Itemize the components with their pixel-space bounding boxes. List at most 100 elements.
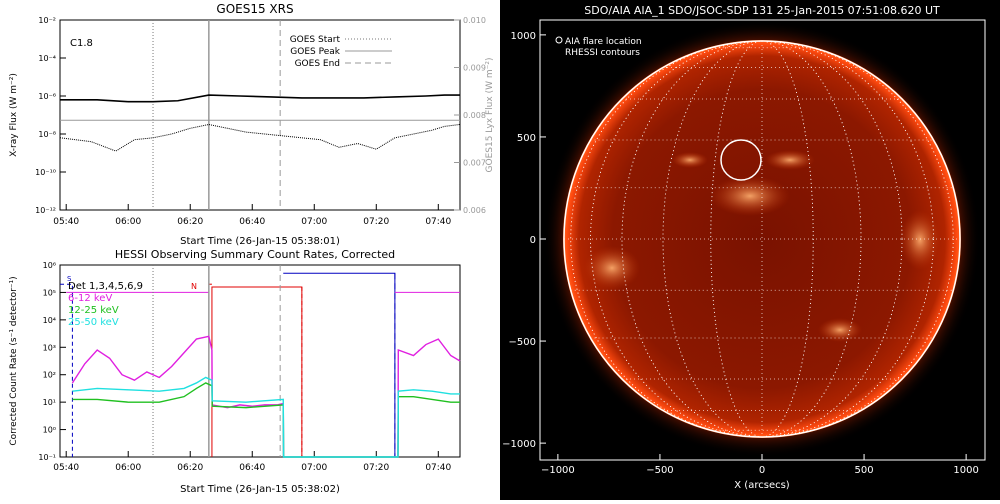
active-regions <box>584 150 940 342</box>
goes-y-tick-label: 10⁻⁴ <box>38 54 56 63</box>
goes-hessi-figure: GOES15 XRS 05:40 06:00 06:20 06:40 07:00 07:2… <box>9 2 495 495</box>
aia-title: SDO/AIA AIA_1 SDO/JSOC-SDP 131 25-Jan-20… <box>584 4 940 17</box>
hessi-series <box>60 265 461 458</box>
goes-x-tick-label: 07:00 <box>301 217 327 227</box>
goes-x-tick-label: 06:00 <box>115 217 141 227</box>
goes-y2-tick-label: 0.008 <box>463 111 486 120</box>
goes-legend: GOES Start GOES Peak GOES End <box>290 35 392 69</box>
longitude-line <box>710 41 814 437</box>
hessi-legend-det: Det 1,3,4,5,6,9 <box>68 281 143 292</box>
goes-axes: 05:40 06:00 06:20 06:40 07:00 07:20 07:40 10⁻² 1… <box>35 16 486 227</box>
hessi-x-tick-label: 06:40 <box>239 463 265 473</box>
hessi-title: HESSI Observing Summary Count Rates, Cor… <box>115 248 395 261</box>
aia-y-tick-label: −500 <box>509 337 536 348</box>
goes-y2-tick-label: 0.007 <box>463 159 486 168</box>
goes-y-tick-label: 10⁻¹² <box>35 206 56 215</box>
aia-xlabel: X (arcsecs) <box>734 480 790 491</box>
hessi-x-tick-label: 07:40 <box>425 463 451 473</box>
hessi-x-tick-label: 06:20 <box>177 463 203 473</box>
goes-x-tick-label: 07:20 <box>363 217 389 227</box>
aia-image: SDO/AIA AIA_1 SDO/JSOC-SDP 131 25-Jan-20… <box>502 4 986 491</box>
active-region <box>900 210 940 270</box>
longitude-line <box>662 41 862 437</box>
aia-y-tick-label: 0 <box>530 235 536 246</box>
hessi-series-6-12-keV <box>71 335 461 458</box>
left-panel: GOES15 XRS 05:40 06:00 06:20 06:40 07:00 07:2… <box>0 0 500 500</box>
hessi-legend-6-12: 6-12 keV <box>68 293 112 304</box>
goes-annotation: C1.8 <box>70 38 93 49</box>
aia-panel: SDO/AIA AIA_1 SDO/JSOC-SDP 131 25-Jan-20… <box>500 0 1000 500</box>
goes-x-tick-label: 06:40 <box>239 217 265 227</box>
goes-series-long <box>60 94 460 103</box>
aia-axes: −1000 −500 0 500 1000 1000 500 0 −500 −1000 <box>502 31 979 476</box>
aia-x-tick-label: −500 <box>646 465 673 476</box>
hessi-marker-n: N <box>191 282 197 291</box>
hessi-marker-s: S <box>67 275 72 283</box>
aia-legend-flare: AIA flare location <box>565 37 642 47</box>
hessi-ylabel: Corrected Count Rate (s⁻¹ detector⁻¹) <box>9 276 19 445</box>
goes-legend-start: GOES Start <box>290 35 341 45</box>
hessi-plot-frame <box>59 264 461 458</box>
hessi-x-tick-label: 07:00 <box>301 463 327 473</box>
goes-legend-end: GOES End <box>295 59 340 69</box>
goes-y2-tick-label: 0.010 <box>463 16 486 25</box>
hessi-y-tick-label: 10³ <box>43 343 56 352</box>
goes-x-tick-label: 06:20 <box>177 217 203 227</box>
goes-y-tick-label: 10⁻⁸ <box>38 130 56 139</box>
active-region <box>584 246 640 290</box>
goes-series <box>59 20 461 210</box>
hessi-night-flag <box>283 272 396 457</box>
hessi-x-tick-label: 05:40 <box>53 463 79 473</box>
hessi-saa-flag <box>211 286 303 457</box>
aia-y-tick-label: 1000 <box>511 31 536 42</box>
aia-x-tick-label: −1000 <box>541 465 575 476</box>
goes-y-tick-label: 10⁻¹⁰ <box>35 168 56 177</box>
goes-title: GOES15 XRS <box>216 2 293 16</box>
goes-legend-peak: GOES Peak <box>290 47 340 57</box>
longitude-line <box>621 41 903 437</box>
goes-ylabel: X-ray Flux (W m⁻²) <box>9 73 19 157</box>
goes-y2-tick-label: 0.006 <box>463 206 486 215</box>
hessi-y-tick-label: 10² <box>43 371 56 380</box>
goes-y2-tick-label: 0.009 <box>463 64 486 73</box>
hessi-xlabel: Start Time (26-Jan-15 05:38:02) <box>180 484 340 495</box>
goes-y-tick-label: 10⁻² <box>38 16 56 25</box>
hessi-legend-25-50: 25-50 keV <box>68 317 119 328</box>
active-region <box>710 176 790 216</box>
goes-y-tick-label: 10⁻⁶ <box>38 92 56 101</box>
hessi-y-tick-label: 10⁵ <box>43 288 56 297</box>
hessi-y-tick-label: 10⁻¹ <box>38 453 56 462</box>
hessi-series-12-25-keV <box>72 382 460 458</box>
hessi-series-25-50-keV <box>72 376 460 458</box>
hessi-y-tick-label: 10¹ <box>43 398 56 407</box>
aia-x-tick-label: 0 <box>759 465 765 476</box>
flare-location-circle <box>720 139 762 181</box>
hessi-x-tick-label: 06:00 <box>115 463 141 473</box>
goes-y2label: GOES15 Lyx Flux (W m⁻²) <box>485 58 495 173</box>
heliographic-grid <box>564 41 960 437</box>
aia-x-tick-label: 500 <box>855 465 874 476</box>
goes-series-short <box>59 123 461 152</box>
goes-xlabel: Start Time (26-Jan-15 05:38:01) <box>180 236 340 247</box>
active-region <box>765 150 815 170</box>
aia-y-tick-label: −1000 <box>502 439 536 450</box>
goes-x-tick-label: 05:40 <box>53 217 79 227</box>
hessi-axes: 05:40 06:00 06:20 06:40 07:00 07:20 07:40 10⁶ 10… <box>38 261 451 473</box>
goes-x-tick-label: 07:40 <box>425 217 451 227</box>
longitude-line <box>570 41 954 437</box>
sun-disk <box>563 40 961 438</box>
active-region <box>672 152 708 168</box>
aia-x-tick-label: 1000 <box>953 465 978 476</box>
limb-contour <box>563 40 961 438</box>
hessi-x-tick-label: 07:20 <box>363 463 389 473</box>
hessi-y-tick-label: 10⁰ <box>43 426 56 435</box>
active-region <box>818 318 862 342</box>
hessi-legend-12-25: 12-25 keV <box>68 305 119 316</box>
aia-legend-rhessi: RHESSI contours <box>565 48 640 58</box>
hessi-legend: Det 1,3,4,5,6,9 6-12 keV 12-25 keV 25-50… <box>68 281 143 328</box>
flare-legend-circle <box>555 36 563 44</box>
hessi-y-tick-label: 10⁶ <box>43 261 56 270</box>
longitude-line <box>590 41 934 437</box>
goes-plot-frame <box>59 19 461 211</box>
aia-y-tick-label: 500 <box>517 133 536 144</box>
